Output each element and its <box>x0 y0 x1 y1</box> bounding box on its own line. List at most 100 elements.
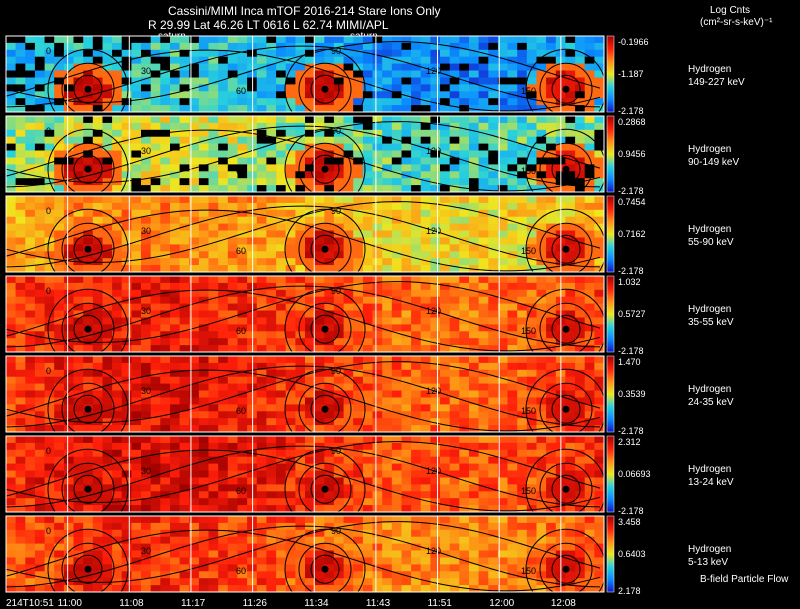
heat-cell <box>440 63 450 71</box>
heat-cell <box>382 105 393 113</box>
heat-cell <box>507 345 518 353</box>
heat-cell <box>353 505 364 513</box>
heat-cell <box>411 324 422 332</box>
heat-cell <box>285 491 296 499</box>
heat-cell <box>170 477 180 485</box>
heat-cell <box>391 122 402 131</box>
heat-cell <box>469 477 479 485</box>
heat-cell <box>391 383 402 391</box>
heat-cell <box>121 63 132 71</box>
heat-cell <box>343 369 354 378</box>
heat-cell <box>112 116 123 124</box>
heat-cell <box>208 289 219 298</box>
heat-cell <box>266 543 277 551</box>
heat-cell <box>102 425 113 433</box>
heat-cell <box>469 529 479 538</box>
heat-cell <box>131 150 142 158</box>
heat-cell <box>594 390 605 398</box>
heat-cell <box>44 105 55 113</box>
contour-ring <box>73 74 103 104</box>
heat-cell <box>517 442 528 451</box>
heat-cell <box>179 456 190 464</box>
heat-cell <box>25 178 36 186</box>
heat-cell <box>584 244 595 252</box>
heat-cell <box>478 345 489 353</box>
heat-cell <box>73 529 84 538</box>
heat-cell <box>92 491 103 499</box>
heat-cell <box>459 91 470 99</box>
heat-cell <box>218 70 229 78</box>
heat-cell <box>6 356 16 364</box>
heat-cell <box>237 529 248 538</box>
heat-cell <box>141 397 151 405</box>
heat-cell <box>353 171 364 179</box>
heat-cell <box>536 369 547 378</box>
heat-cell <box>54 36 65 44</box>
heat-cell <box>382 362 393 371</box>
heat-cell <box>565 105 576 113</box>
heat-cell <box>575 171 586 179</box>
heat-cell <box>179 56 190 64</box>
heat-cell <box>449 84 460 92</box>
heat-cell <box>15 564 26 572</box>
heat-cell <box>584 317 595 325</box>
heat-cell <box>497 484 508 492</box>
heat-cell <box>179 303 190 311</box>
heat-cell <box>179 77 190 85</box>
heat-cell <box>102 331 113 339</box>
heat-cell <box>584 404 595 412</box>
heat-cell <box>179 536 190 544</box>
heat-cell <box>6 470 16 478</box>
heat-cell <box>420 356 431 364</box>
heat-cell <box>343 516 354 524</box>
heat-cell <box>488 42 499 51</box>
heat-cell <box>44 505 55 513</box>
heat-cell <box>141 171 151 179</box>
heat-cell <box>497 171 508 179</box>
heat-cell <box>198 317 209 325</box>
heat-cell <box>54 356 65 364</box>
heat-cell <box>469 216 479 224</box>
heat-cell <box>266 265 277 273</box>
heat-cell <box>430 585 441 593</box>
heat-cell <box>189 157 200 165</box>
heat-cell <box>401 282 412 291</box>
heat-cell <box>449 91 460 99</box>
heat-cell <box>440 564 450 572</box>
heat-cell <box>218 77 229 85</box>
heat-cell <box>353 442 364 451</box>
heat-cell <box>256 196 267 204</box>
heat-cell <box>266 498 277 506</box>
heat-cell <box>469 157 479 165</box>
heat-cell <box>189 376 200 384</box>
heat-cell <box>141 129 151 138</box>
heat-cell <box>497 98 508 106</box>
heat-cell <box>295 564 306 572</box>
heat-cell <box>362 70 373 78</box>
heat-cell <box>420 491 431 499</box>
heat-cell <box>276 116 287 124</box>
heat-cell <box>227 258 238 266</box>
heat-cell <box>83 425 94 433</box>
heat-cell <box>565 143 576 151</box>
heat-cell <box>546 345 557 353</box>
heat-cell <box>44 390 55 398</box>
heat-cell <box>305 244 315 252</box>
heat-cell <box>15 484 26 492</box>
heat-cell <box>15 216 26 224</box>
heat-cell <box>575 77 586 85</box>
heat-cell <box>25 383 36 391</box>
heat-cell <box>305 477 315 485</box>
heat-cell <box>565 157 576 165</box>
heat-cell <box>170 164 180 172</box>
heat-cell <box>401 209 412 218</box>
heat-cell <box>150 303 161 311</box>
heat-cell <box>488 571 499 579</box>
heat-cell <box>295 376 306 384</box>
heat-cell <box>343 383 354 391</box>
heat-cell <box>179 324 190 332</box>
heat-cell <box>575 397 586 405</box>
heat-cell <box>497 383 508 391</box>
heat-cell <box>372 436 383 444</box>
heat-cell <box>6 585 16 593</box>
